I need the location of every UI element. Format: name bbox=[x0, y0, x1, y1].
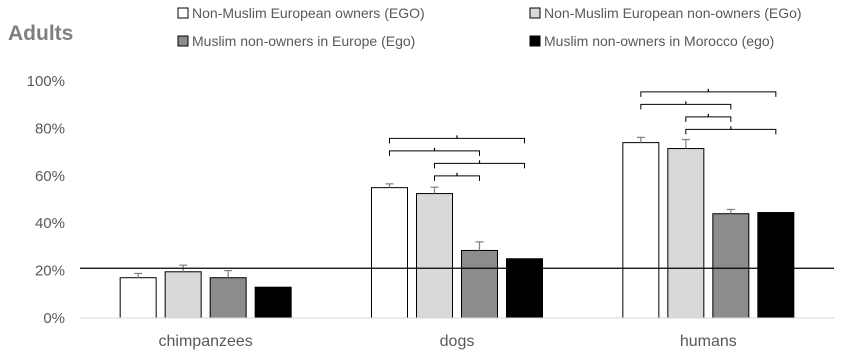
x-tick-label: humans bbox=[680, 333, 737, 350]
bar bbox=[416, 193, 453, 319]
legend-swatch bbox=[529, 35, 541, 47]
significance-bracket bbox=[434, 175, 480, 181]
legend-label: Non-Muslim European non-owners (EGo) bbox=[544, 5, 802, 21]
x-tick-label: dogs bbox=[440, 333, 475, 350]
legend-swatch bbox=[177, 35, 189, 47]
bar bbox=[461, 249, 498, 319]
bar bbox=[622, 142, 660, 319]
significance-bracket bbox=[434, 162, 525, 169]
bar bbox=[667, 148, 705, 319]
chart-title: Adults bbox=[8, 22, 73, 45]
bar bbox=[712, 213, 750, 319]
significance-bracket bbox=[640, 91, 777, 97]
significance-bracket bbox=[685, 116, 732, 122]
legend-swatch bbox=[177, 7, 189, 19]
bar bbox=[209, 277, 247, 319]
significance-bracket bbox=[389, 150, 480, 156]
y-tick-label: 60% bbox=[35, 168, 65, 185]
bar bbox=[371, 187, 408, 319]
bar bbox=[254, 286, 292, 319]
bar bbox=[119, 277, 157, 319]
legend-label: Non-Muslim European owners (EGO) bbox=[192, 5, 425, 21]
x-tick-label: chimpanzees bbox=[159, 333, 253, 350]
bar bbox=[164, 271, 202, 319]
plot-area bbox=[80, 88, 834, 319]
significance-bracket bbox=[640, 103, 732, 110]
legend: Non-Muslim European owners (EGO) Non-Musl… bbox=[177, 5, 802, 49]
y-axis: 0% 20% 40% 60% 80% 100% bbox=[27, 73, 65, 327]
y-tick-label: 40% bbox=[35, 215, 65, 232]
legend-label: Muslim non-owners in Morocco (ego) bbox=[544, 33, 774, 49]
y-tick-label: 80% bbox=[35, 120, 65, 137]
significance-bracket bbox=[389, 137, 525, 144]
bar bbox=[757, 212, 795, 319]
y-tick-label: 100% bbox=[27, 73, 65, 90]
y-tick-label: 20% bbox=[35, 263, 65, 280]
legend-swatch bbox=[529, 7, 541, 19]
x-axis: chimpanzees dogs humans bbox=[80, 317, 834, 350]
legend-label: Muslim non-owners in Europe (Ego) bbox=[192, 33, 415, 49]
y-tick-label: 0% bbox=[43, 310, 65, 327]
significance-bracket bbox=[685, 128, 777, 135]
